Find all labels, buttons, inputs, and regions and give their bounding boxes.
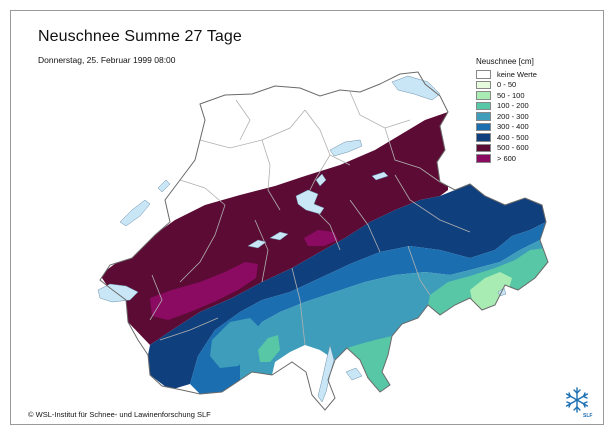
legend-item: keine Werte	[476, 69, 537, 80]
lake-neuchatel	[119, 199, 151, 227]
legend-label: keine Werte	[497, 69, 537, 79]
zone-100-200-west	[258, 335, 280, 362]
legend-item: 200 - 300	[476, 111, 537, 122]
zone-200-300	[240, 240, 548, 380]
legend-label: 0 - 50	[497, 80, 517, 90]
legend-item: 400 - 500	[476, 132, 537, 143]
map-legend: Neuschnee [cm] keine Werte 0 - 50 50 - 1…	[476, 57, 537, 164]
zone-over-600-west	[150, 262, 258, 320]
lake-zug	[315, 173, 327, 187]
canton-boundaries	[149, 91, 471, 346]
legend-swatch	[476, 80, 491, 89]
lake-maggiore	[317, 344, 335, 403]
lakes	[97, 75, 507, 403]
lake-brienz	[269, 231, 289, 241]
map-frame	[10, 10, 604, 425]
legend-label: 500 - 600	[497, 143, 529, 153]
copyright-text: © WSL-Institut für Schnee- und Lawinenfo…	[28, 410, 211, 419]
legend-title: Neuschnee [cm]	[476, 57, 534, 66]
zone-over-600-centre	[304, 230, 338, 246]
legend-swatch	[476, 101, 491, 110]
legend-swatch	[476, 122, 491, 131]
map-date: Donnerstag, 25. Februar 1999 08:00	[38, 55, 176, 65]
legend-label: 50 - 100	[497, 90, 525, 100]
country-border	[99, 71, 549, 411]
legend-swatch	[476, 112, 491, 121]
legend-item: 300 - 400	[476, 122, 537, 133]
lake-zurich	[329, 139, 363, 157]
legend-swatch	[476, 91, 491, 100]
lake-geneva	[97, 283, 139, 303]
zone-400-500	[148, 184, 546, 390]
legend-label: 200 - 300	[497, 111, 529, 121]
zone-300-400	[190, 222, 546, 394]
zone-200-300-pocket	[210, 318, 262, 368]
legend-label: 400 - 500	[497, 132, 529, 142]
zone-50-100	[470, 272, 512, 310]
snowflake-icon	[565, 387, 589, 413]
lake-walen	[371, 171, 389, 181]
legend-item: > 600	[476, 153, 537, 164]
lake-biel	[157, 179, 171, 193]
legend-item: 500 - 600	[476, 143, 537, 154]
legend-item: 0 - 50	[476, 80, 537, 91]
legend-swatch	[476, 133, 491, 142]
legend-item: 50 - 100	[476, 90, 537, 101]
lake-lugano	[345, 367, 363, 381]
lake-constance	[391, 75, 441, 101]
legend-swatch	[476, 143, 491, 152]
legend-label: 100 - 200	[497, 101, 529, 111]
legend-label: > 600	[497, 153, 516, 163]
legend-swatch	[476, 154, 491, 163]
legend-item: 100 - 200	[476, 101, 537, 112]
logo-text: SLF	[583, 413, 593, 419]
legend-label: 300 - 400	[497, 122, 529, 132]
lake-thun	[247, 239, 267, 249]
lake-lucerne	[295, 189, 325, 215]
map-title: Neuschnee Summe 27 Tage	[38, 28, 242, 45]
legend-swatch	[476, 70, 491, 79]
